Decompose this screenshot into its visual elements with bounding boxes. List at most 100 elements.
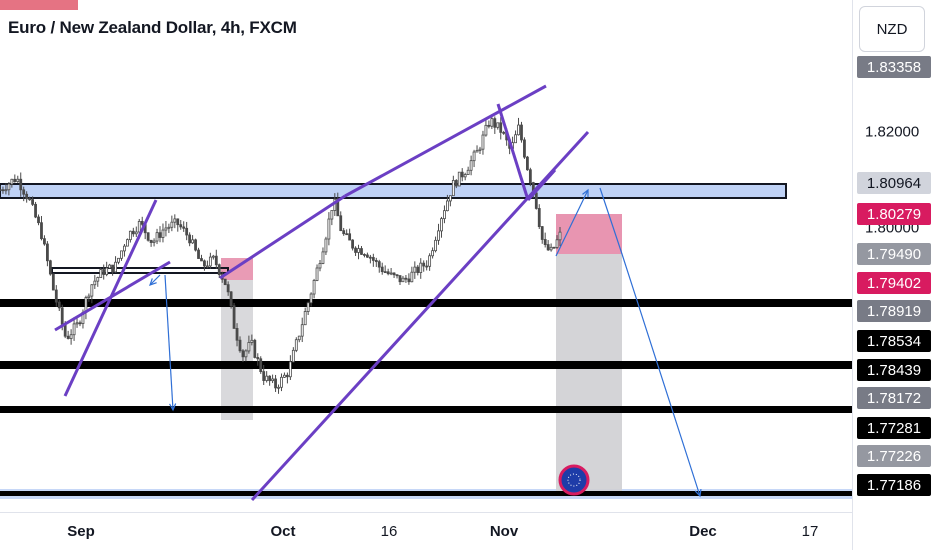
candle-body [514, 134, 517, 144]
candle-body [217, 264, 221, 275]
candle-body [37, 216, 40, 224]
time-tick-label: Dec [689, 523, 717, 540]
candle-body [149, 239, 153, 243]
price-tag: 1.78172 [857, 387, 931, 409]
projection-arrow-down[interactable] [599, 187, 701, 497]
candle-body [422, 262, 426, 267]
candle-body [386, 271, 390, 275]
candle-body [226, 284, 230, 293]
price-chart[interactable] [0, 0, 852, 512]
candle-body [555, 239, 559, 248]
chart-area[interactable]: Euro / New Zealand Dollar, 4h, FXCM [0, 0, 852, 512]
trend-line[interactable] [219, 194, 346, 280]
trend-line[interactable] [496, 103, 530, 201]
candle-body [164, 227, 168, 231]
time-scale[interactable]: Sep Oct 16 Nov Dec 17 [0, 512, 852, 551]
candle-body [0, 189, 2, 192]
candle-body [105, 267, 109, 275]
candle-body [90, 284, 94, 297]
projection-arrow-b[interactable] [164, 274, 174, 411]
horizontal-level[interactable] [0, 406, 852, 413]
projection-arrow-a[interactable] [149, 274, 161, 286]
candle-body [75, 322, 79, 325]
candle-body [247, 342, 251, 352]
risk-box-left[interactable] [221, 258, 253, 280]
price-tag: 1.79490 [857, 243, 931, 265]
resistance-zone[interactable] [0, 183, 787, 199]
candle-body [69, 334, 73, 339]
candle-body [294, 339, 298, 351]
projection-arrow-b-head [169, 403, 177, 412]
candle-body [120, 250, 123, 259]
price-tag: 1.80279 [857, 203, 931, 225]
candle-body [253, 339, 257, 358]
candle-body [431, 250, 434, 257]
candle-body [102, 269, 106, 275]
candle-body [460, 171, 464, 178]
candle-body [131, 230, 135, 235]
candle-body [440, 218, 443, 232]
time-tick-label: Sep [67, 523, 95, 540]
candle-body [448, 195, 452, 202]
trend-line[interactable] [344, 84, 547, 198]
candle-body [188, 234, 192, 244]
candle-body [170, 221, 174, 228]
candle-body [271, 378, 274, 382]
candle-body [389, 272, 393, 275]
price-tag: 1.77226 [857, 445, 931, 467]
projection-arrow-up[interactable] [555, 189, 589, 257]
candle-body [194, 239, 197, 251]
currency-selector[interactable]: NZD [859, 6, 925, 52]
candle-body [368, 256, 372, 259]
candle-body [321, 251, 325, 264]
candle-body [235, 328, 239, 341]
candle-body [413, 266, 417, 273]
horizontal-level[interactable] [0, 361, 852, 369]
candle-body [303, 311, 307, 326]
candle-body [72, 323, 76, 336]
event-badge-icon[interactable] [558, 464, 590, 496]
price-scale[interactable]: NZD 1.82000 1.80000 1.83358 1.80964 1.80279… [852, 0, 932, 550]
candle-body [140, 220, 144, 225]
candle-body [288, 361, 292, 378]
horizontal-level[interactable] [0, 299, 852, 307]
candle-body [499, 122, 503, 133]
candle-body [297, 335, 301, 341]
candle-body [25, 193, 29, 200]
candle-body [457, 171, 461, 187]
candle-body [410, 271, 414, 283]
projection-arrow-a-head [149, 278, 157, 286]
trend-line[interactable] [54, 260, 171, 332]
candle-body [200, 258, 203, 262]
candle-body [546, 244, 550, 251]
candle-body [395, 274, 399, 277]
chart-title: Euro / New Zealand Dollar, 4h, FXCM [8, 18, 297, 37]
candle-body [176, 218, 180, 226]
candle-body [309, 293, 313, 304]
candle-body [540, 226, 544, 240]
price-tag: 1.78534 [857, 330, 931, 352]
candle-body [179, 224, 183, 228]
candle-body [48, 260, 52, 275]
candle-body [13, 178, 17, 183]
candle-body [238, 339, 242, 352]
candle-body [114, 261, 117, 273]
time-tick-label: 16 [380, 523, 398, 540]
candle-body [469, 160, 473, 171]
candle-body [16, 178, 20, 183]
candle-body [197, 249, 200, 259]
candle-body [315, 267, 319, 281]
candle-body [123, 245, 126, 252]
trade-box-right[interactable] [556, 254, 622, 494]
candle-body [312, 280, 316, 295]
projection-arrow-down-head [694, 488, 702, 498]
trend-line[interactable] [526, 168, 557, 202]
candle-body [552, 246, 556, 249]
candle-body [108, 264, 112, 269]
candle-body [472, 151, 476, 162]
horizontal-level[interactable] [0, 491, 852, 496]
risk-box-right[interactable] [556, 214, 622, 254]
projection-arrow-up-head [582, 188, 589, 198]
short-level[interactable] [51, 267, 229, 274]
candle-body [167, 226, 171, 229]
